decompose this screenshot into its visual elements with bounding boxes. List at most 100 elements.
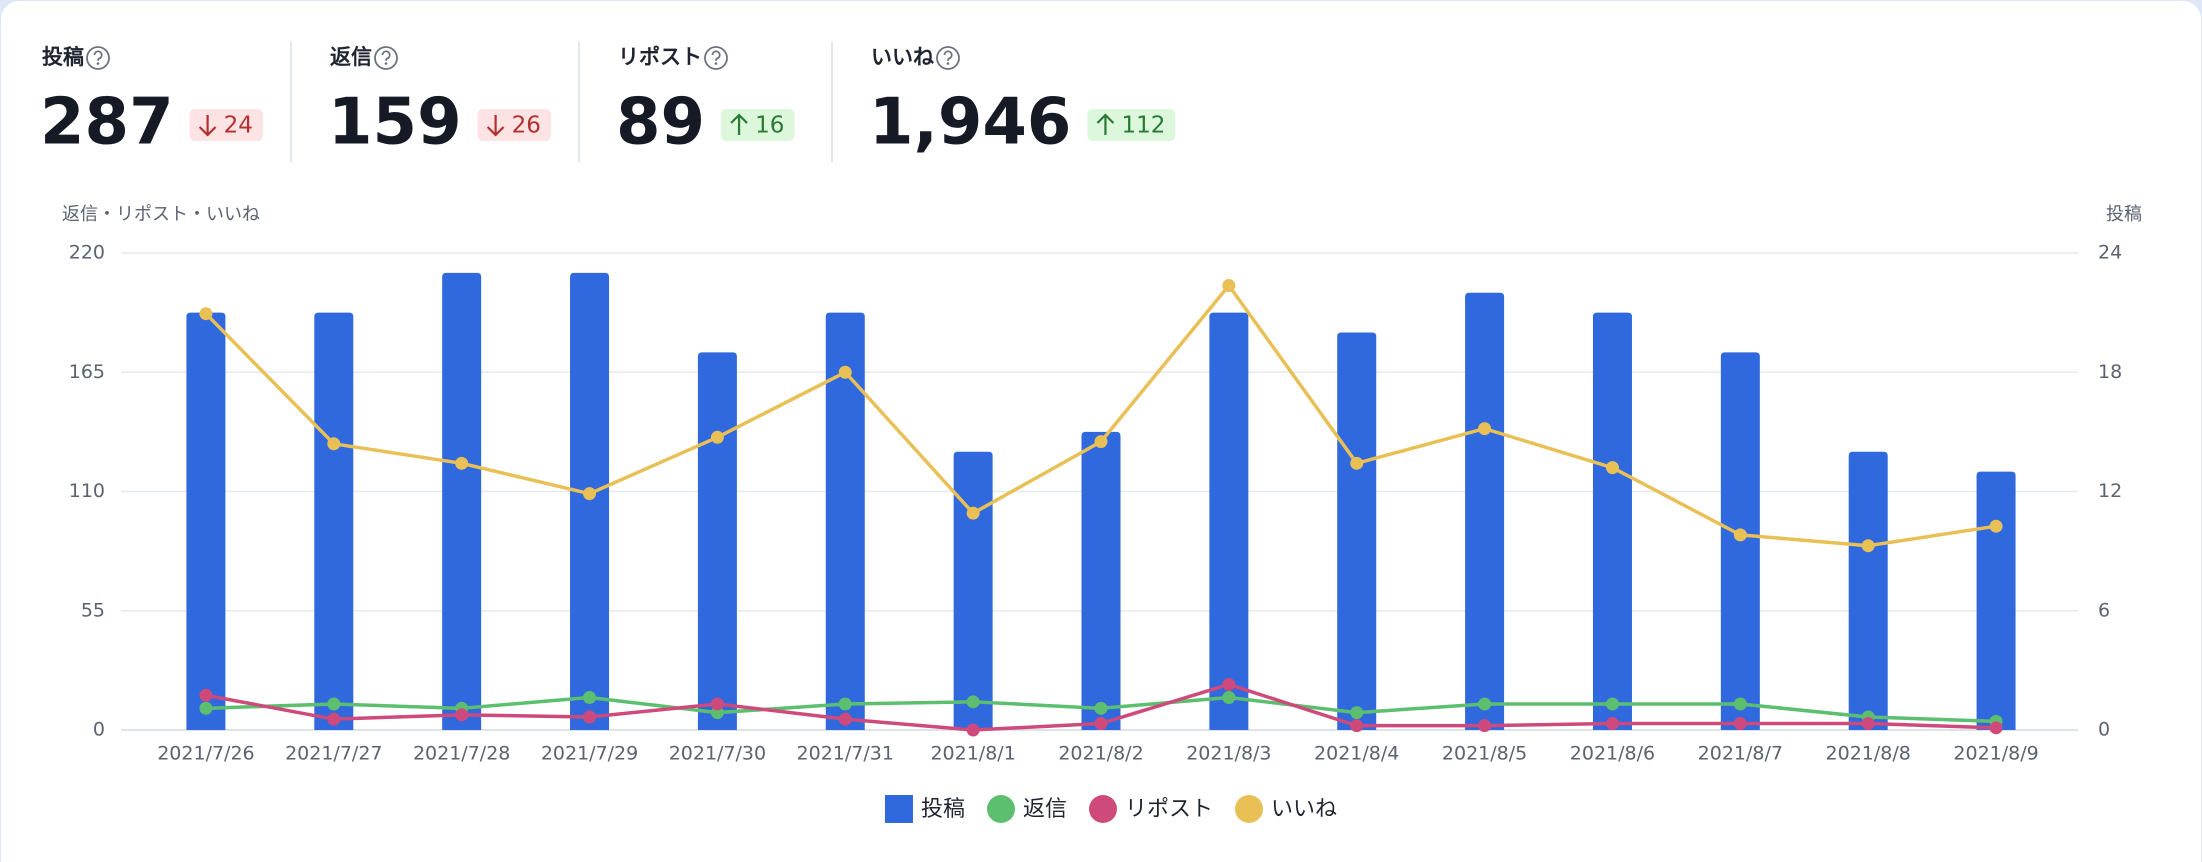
point bbox=[1605, 716, 1619, 730]
kpi-delta: 24 bbox=[224, 113, 253, 139]
x-tick-label: 2021/8/1 bbox=[930, 743, 1015, 765]
kpi-value: 89 bbox=[616, 86, 705, 160]
point bbox=[1861, 539, 1875, 553]
help-mark bbox=[711, 50, 721, 61]
kpi-delta: 26 bbox=[512, 113, 541, 139]
bar bbox=[314, 312, 354, 730]
legend-swatch bbox=[986, 795, 1015, 823]
y2-tick-label: 18 bbox=[2098, 361, 2122, 383]
point bbox=[199, 688, 213, 702]
x-tick-label: 2021/7/26 bbox=[157, 743, 254, 765]
y-tick-label: 110 bbox=[69, 480, 105, 502]
point bbox=[838, 365, 852, 379]
help-circle bbox=[704, 46, 728, 70]
legend-item: 投稿 bbox=[884, 795, 965, 823]
y2-tick-label: 0 bbox=[2098, 719, 2110, 741]
legend-label: いいね bbox=[1271, 797, 1337, 822]
point bbox=[199, 307, 213, 321]
bar bbox=[1081, 431, 1121, 730]
point bbox=[1989, 519, 2003, 533]
bar bbox=[1848, 451, 1888, 730]
help-icon bbox=[704, 46, 728, 70]
kpi-delta: 16 bbox=[755, 113, 784, 139]
point bbox=[1733, 716, 1747, 730]
kpi-label: 投稿 bbox=[42, 45, 84, 69]
legend-item: いいね bbox=[1235, 795, 1337, 823]
legend-swatch bbox=[1089, 795, 1117, 823]
kpi-delta-arrow bbox=[486, 115, 505, 137]
x-tick-label: 2021/8/9 bbox=[1953, 743, 2038, 765]
x-tick-label: 2021/7/27 bbox=[285, 743, 382, 765]
legend-item: リポスト bbox=[1089, 795, 1213, 823]
point bbox=[1222, 279, 1236, 293]
help-circle bbox=[936, 46, 960, 70]
kpi-delta-arrow bbox=[730, 113, 748, 135]
point bbox=[966, 506, 980, 520]
help-icon bbox=[936, 46, 960, 70]
help-dot bbox=[946, 62, 950, 65]
kpi-delta-arrow bbox=[1096, 113, 1115, 135]
y-tick-label: 220 bbox=[69, 242, 105, 264]
arrow bbox=[486, 115, 505, 137]
bar bbox=[1209, 312, 1249, 730]
x-tick-label: 2021/7/28 bbox=[413, 743, 510, 765]
kpi-label: リポスト bbox=[618, 45, 702, 69]
help-mark bbox=[943, 50, 953, 61]
x-tick-label: 2021/8/3 bbox=[1186, 743, 1271, 765]
point bbox=[327, 697, 341, 711]
legend-label: 返信 bbox=[1023, 797, 1067, 822]
kpi-value: 287 bbox=[40, 86, 174, 160]
help-mark bbox=[381, 50, 391, 61]
arrow bbox=[198, 115, 217, 137]
point bbox=[1094, 435, 1108, 449]
help-icon bbox=[86, 46, 110, 70]
x-tick-label: 2021/8/4 bbox=[1314, 743, 1399, 765]
help-icon bbox=[374, 46, 398, 70]
help-dot bbox=[714, 62, 718, 65]
legend-swatch bbox=[884, 795, 913, 823]
help-circle bbox=[86, 46, 110, 70]
point bbox=[1989, 721, 2003, 735]
y2-axis-title: 投稿 bbox=[2106, 204, 2142, 225]
kpi-label: いいね bbox=[871, 45, 934, 69]
help-mark bbox=[93, 50, 103, 61]
point bbox=[1478, 697, 1492, 711]
point bbox=[1350, 719, 1364, 733]
point bbox=[583, 690, 597, 704]
point bbox=[583, 487, 597, 501]
bar bbox=[1465, 292, 1505, 730]
point bbox=[1861, 716, 1875, 730]
bar bbox=[1976, 471, 2016, 730]
point bbox=[1605, 461, 1619, 475]
point bbox=[838, 712, 852, 726]
x-tick-label: 2021/7/29 bbox=[541, 743, 638, 765]
bar bbox=[570, 272, 610, 730]
point bbox=[583, 710, 597, 724]
y-axis-title: 返信・リポスト・いいね bbox=[62, 204, 260, 225]
bar bbox=[825, 312, 865, 730]
x-tick-label: 2021/8/7 bbox=[1698, 743, 1783, 765]
x-tick-label: 2021/7/30 bbox=[669, 743, 766, 765]
kpi-label: 返信 bbox=[330, 45, 372, 69]
point bbox=[966, 723, 980, 737]
bar bbox=[953, 451, 993, 730]
kpi-value: 1,946 bbox=[869, 86, 1071, 160]
x-tick-label: 2021/8/5 bbox=[1442, 743, 1527, 765]
x-tick-label: 2021/8/6 bbox=[1570, 743, 1655, 765]
legend-swatch bbox=[1235, 795, 1264, 823]
kpi-delta: 112 bbox=[1121, 113, 1165, 139]
bar bbox=[1337, 332, 1377, 730]
help-dot bbox=[384, 62, 388, 65]
bar bbox=[442, 272, 482, 730]
point bbox=[1094, 701, 1108, 715]
legend-item: 返信 bbox=[986, 795, 1067, 823]
point bbox=[455, 456, 469, 470]
point bbox=[1478, 719, 1492, 733]
legend-label: リポスト bbox=[1125, 797, 1213, 822]
y-tick-label: 165 bbox=[69, 361, 105, 383]
legend-label: 投稿 bbox=[921, 797, 965, 822]
point bbox=[966, 695, 980, 709]
point bbox=[1733, 697, 1747, 711]
point bbox=[1222, 677, 1236, 691]
